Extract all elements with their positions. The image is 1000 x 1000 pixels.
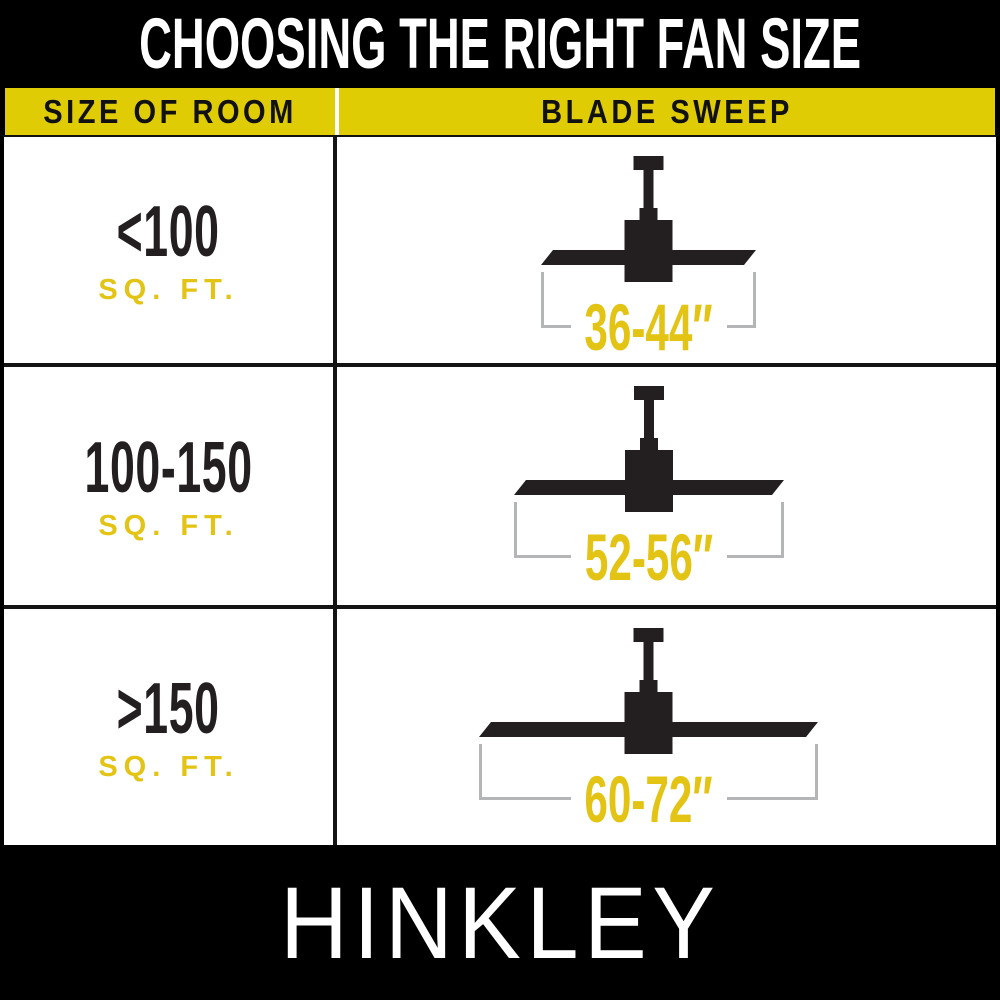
column-header-band: SIZE OF ROOM BLADE SWEEP xyxy=(0,88,1000,135)
column-header-size-of-room: SIZE OF ROOM xyxy=(5,88,339,135)
room-size-cell: >150 SQ. FT. xyxy=(4,609,337,845)
blade-sweep-cell: 60-72″ xyxy=(337,609,996,845)
ceiling-fan-icon xyxy=(479,628,818,758)
room-size-unit: SQ. FT. xyxy=(98,273,239,306)
table-row: <100 SQ. FT. 36-44″ xyxy=(4,137,996,363)
column-header-blade-sweep: BLADE SWEEP xyxy=(339,88,995,135)
measurement-bracket: 36-44″ xyxy=(541,272,756,363)
column-header-label: BLADE SWEEP xyxy=(541,93,793,130)
brand-bar: HINKLEY xyxy=(0,845,1000,1000)
room-size-value: 100-150 xyxy=(84,427,253,508)
blade-sweep-value: 52-56″ xyxy=(584,520,713,594)
bracket-left-arm xyxy=(479,744,571,800)
blade-sweep-value: 36-44″ xyxy=(584,290,713,364)
ceiling-fan-icon xyxy=(513,386,784,516)
room-size-value: >150 xyxy=(116,668,221,749)
bracket-right-arm xyxy=(726,272,756,328)
table-row: 100-150 SQ. FT. 52-56″ xyxy=(4,367,996,605)
bracket-left-arm xyxy=(541,272,571,328)
row-divider xyxy=(4,605,996,609)
room-size-unit: SQ. FT. xyxy=(98,750,239,783)
table-row: >150 SQ. FT. 60-72″ xyxy=(4,609,996,845)
page-title: CHOOSING THE RIGHT FAN SIZE xyxy=(138,4,862,84)
blade-sweep-cell: 52-56″ xyxy=(337,367,996,605)
measurement-bracket: 60-72″ xyxy=(479,744,818,836)
room-size-value: <100 xyxy=(116,191,221,272)
column-header-label: SIZE OF ROOM xyxy=(43,93,297,130)
blade-sweep-cell: 36-44″ xyxy=(337,137,996,363)
bracket-right-arm xyxy=(726,502,784,558)
size-chart-table: <100 SQ. FT. 36-44″ 100-150 SQ. FT. xyxy=(0,135,1000,845)
room-size-cell: 100-150 SQ. FT. xyxy=(4,367,337,605)
ceiling-fan-icon xyxy=(541,156,756,286)
row-divider xyxy=(4,363,996,367)
room-size-cell: <100 SQ. FT. xyxy=(4,137,337,363)
bracket-right-arm xyxy=(726,744,818,800)
room-size-unit: SQ. FT. xyxy=(98,509,239,542)
brand-logo-text: HINKLEY xyxy=(279,865,721,980)
measurement-bracket: 52-56″ xyxy=(513,502,784,594)
blade-sweep-value: 60-72″ xyxy=(584,762,713,836)
bracket-left-arm xyxy=(513,502,571,558)
title-bar: CHOOSING THE RIGHT FAN SIZE xyxy=(0,0,1000,88)
